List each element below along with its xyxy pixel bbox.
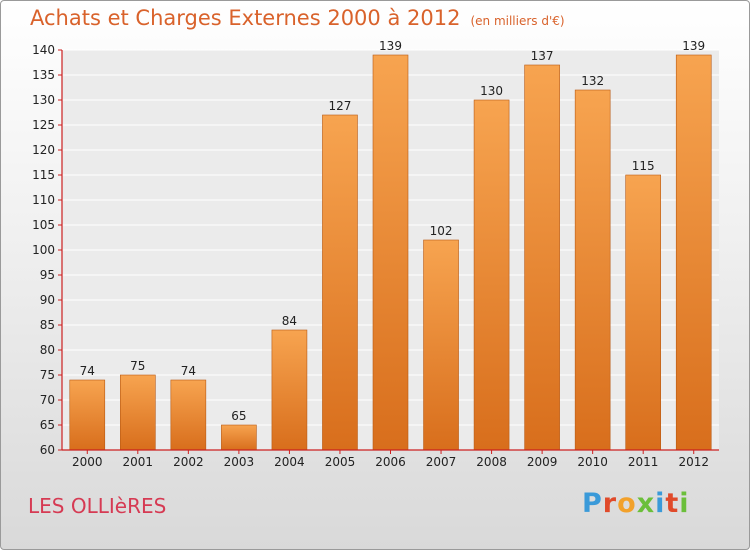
y-tick-label: 85 (40, 318, 55, 332)
y-tick-label: 140 (32, 43, 55, 57)
bar (170, 379, 207, 451)
data-label: 127 (329, 99, 352, 113)
x-tick-label: 2004 (274, 455, 305, 469)
y-tick-label: 100 (32, 243, 55, 257)
x-tick-label: 2006 (375, 455, 406, 469)
y-tick-label: 125 (32, 118, 55, 132)
data-label: 74 (80, 364, 95, 378)
logo-letter: i (655, 488, 666, 519)
bar (675, 54, 712, 451)
bar (423, 239, 459, 451)
bar (120, 374, 156, 451)
y-tick-label: 65 (40, 418, 55, 432)
logo-letter: P (582, 488, 603, 519)
chart-unit: (en milliers d'€) (470, 14, 565, 28)
logo-letter: o (617, 488, 637, 519)
x-tick-label: 2003 (224, 455, 255, 469)
y-tick-label: 80 (40, 343, 55, 357)
data-label: 75 (130, 359, 145, 373)
bar (271, 329, 308, 451)
data-label: 115 (632, 159, 655, 173)
y-tick-label: 75 (40, 368, 55, 382)
data-label: 84 (282, 314, 297, 328)
data-label: 139 (682, 39, 705, 53)
bar (221, 424, 257, 451)
y-tick-label: 90 (40, 293, 55, 307)
proxiti-logo: Proxiti (582, 488, 690, 519)
x-tick-label: 2009 (527, 455, 558, 469)
data-label: 132 (581, 74, 604, 88)
logo-letter: t (665, 488, 680, 519)
bar (473, 99, 510, 451)
y-tick-label: 110 (32, 193, 55, 207)
x-tick-label: 2005 (325, 455, 356, 469)
y-tick-label: 60 (40, 443, 55, 457)
bar (625, 174, 661, 451)
data-label: 139 (379, 39, 402, 53)
data-label: 137 (531, 49, 554, 63)
data-label: 130 (480, 84, 503, 98)
x-tick-label: 2002 (173, 455, 204, 469)
bar (372, 54, 409, 451)
y-tick-label: 70 (40, 393, 55, 407)
x-tick-label: 2011 (628, 455, 659, 469)
chart-title: Achats et Charges Externes 2000 à 2012 (e… (30, 6, 565, 30)
data-label: 65 (231, 409, 246, 423)
x-tick-label: 2010 (577, 455, 608, 469)
place-name: LES OLLIèRES (28, 494, 167, 518)
y-tick-label: 115 (32, 168, 55, 182)
x-tick-label: 2001 (123, 455, 154, 469)
chart-title-text: Achats et Charges Externes 2000 à 2012 (30, 6, 461, 30)
x-tick-label: 2000 (72, 455, 103, 469)
x-tick-label: 2007 (426, 455, 457, 469)
logo-letter: i (679, 488, 690, 519)
y-tick-label: 135 (32, 68, 55, 82)
data-label: 74 (181, 364, 196, 378)
bar (524, 64, 560, 451)
data-label: 102 (430, 224, 453, 238)
y-tick-label: 95 (40, 268, 55, 282)
bar (322, 114, 358, 451)
logo-letter: r (602, 488, 618, 519)
y-tick-label: 120 (32, 143, 55, 157)
bar (574, 89, 611, 451)
y-tick-label: 130 (32, 93, 55, 107)
y-tick-label: 105 (32, 218, 55, 232)
x-tick-label: 2012 (678, 455, 709, 469)
x-tick-label: 2008 (476, 455, 507, 469)
logo-letter: x (636, 488, 656, 519)
bar (69, 379, 106, 451)
